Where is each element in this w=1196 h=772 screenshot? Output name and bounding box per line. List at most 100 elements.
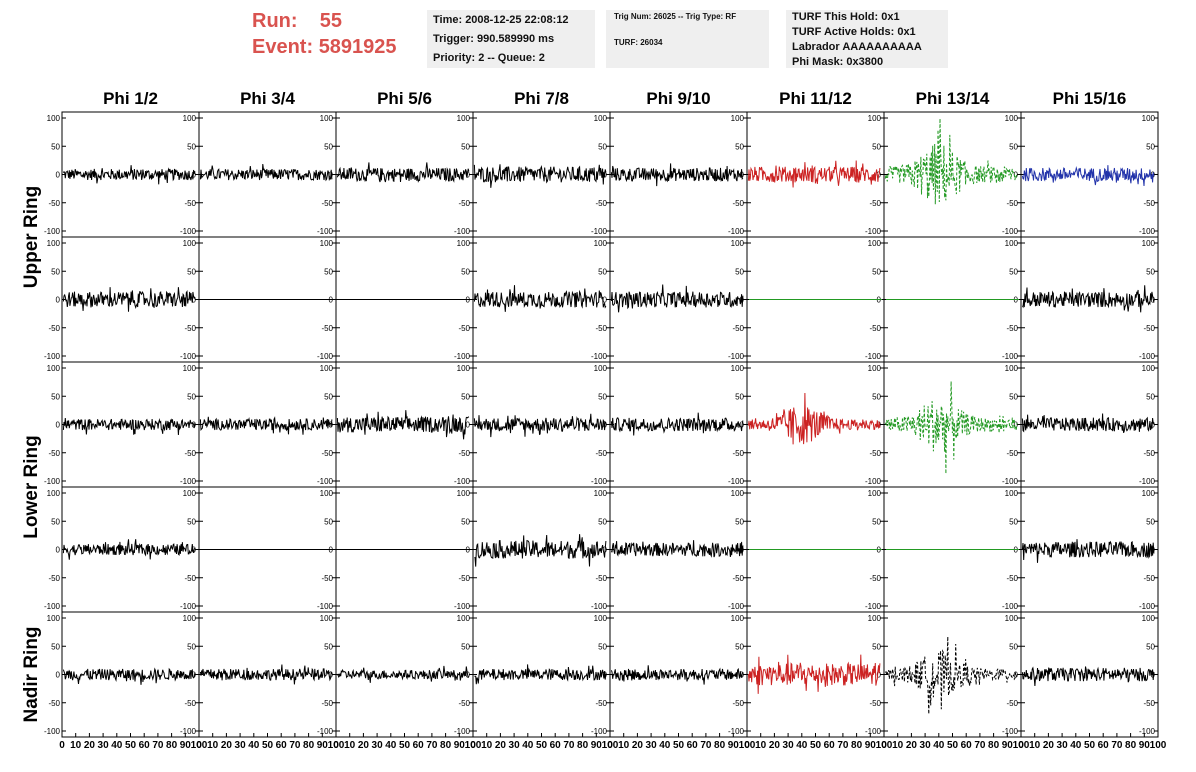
y-tick-label: 100 <box>731 489 745 498</box>
y-tick-label: 50 <box>51 517 60 526</box>
x-tick-label: 70 <box>152 740 164 751</box>
y-tick-label: 100 <box>183 614 197 623</box>
y-tick-label: 100 <box>183 114 197 123</box>
y-tick-label: 50 <box>187 642 196 651</box>
y-tick-label: 50 <box>1009 517 1018 526</box>
waveform-trace <box>610 665 744 685</box>
y-tick-label: 50 <box>461 517 470 526</box>
waveform-trace <box>62 539 196 560</box>
y-tick-label: -50 <box>1143 324 1155 333</box>
x-tick-label: 10 <box>892 740 904 751</box>
y-tick-label: 50 <box>735 642 744 651</box>
y-tick-label: -100 <box>180 227 197 236</box>
x-tick-label: 50 <box>536 740 548 751</box>
y-tick-label: -50 <box>869 449 881 458</box>
y-tick-label: 50 <box>461 267 470 276</box>
y-tick-label: 100 <box>731 364 745 373</box>
waveform-trace <box>747 654 881 694</box>
y-tick-label: -100 <box>1002 602 1019 611</box>
y-tick-label: -100 <box>728 477 745 486</box>
y-tick-label: -50 <box>869 199 881 208</box>
x-tick-label: 90 <box>865 740 877 751</box>
y-tick-label: 50 <box>1009 642 1018 651</box>
y-tick-label: 100 <box>183 364 197 373</box>
x-tick-label: 80 <box>714 740 726 751</box>
x-tick-label: 0 <box>881 740 887 751</box>
waveform-trace <box>610 412 744 436</box>
y-tick-label: -100 <box>1139 602 1156 611</box>
x-tick-label: 80 <box>988 740 1000 751</box>
y-tick-label: -100 <box>454 352 471 361</box>
x-tick-label: 50 <box>673 740 685 751</box>
column-header: Phi 1/2 <box>103 89 158 108</box>
y-tick-label: 100 <box>320 364 334 373</box>
y-tick-label: -50 <box>1143 199 1155 208</box>
x-tick-label: 0 <box>744 740 750 751</box>
time-trigger-info-box: Time: 2008-12-25 22:08:12 Trigger: 990.5… <box>427 10 595 68</box>
x-tick-label: 70 <box>1111 740 1123 751</box>
x-tick-label: 30 <box>509 740 521 751</box>
y-tick-label: -100 <box>44 227 61 236</box>
x-tick-label: 30 <box>646 740 658 751</box>
y-tick-label: -50 <box>48 199 60 208</box>
x-tick-label: 0 <box>59 740 65 751</box>
y-tick-label: 50 <box>1146 517 1155 526</box>
y-tick-label: 100 <box>731 114 745 123</box>
waveform-trace <box>610 163 744 187</box>
x-tick-label: 40 <box>522 740 534 751</box>
event-label: Event: <box>252 36 314 58</box>
waveform-trace <box>1021 165 1155 187</box>
y-tick-label: 50 <box>324 392 333 401</box>
y-tick-label: 0 <box>56 171 61 180</box>
y-tick-label: -50 <box>458 699 470 708</box>
y-tick-label: -50 <box>458 574 470 583</box>
x-tick-label: 80 <box>303 740 315 751</box>
y-tick-label: -100 <box>317 602 334 611</box>
y-tick-label: 0 <box>56 421 61 430</box>
x-tick-label: 100 <box>739 740 756 751</box>
y-tick-label: -50 <box>184 449 196 458</box>
y-tick-label: -50 <box>1006 449 1018 458</box>
y-tick-label: -50 <box>321 699 333 708</box>
y-tick-label: 100 <box>594 239 608 248</box>
y-tick-label: -50 <box>48 574 60 583</box>
y-tick-label: -50 <box>458 449 470 458</box>
x-tick-label: 20 <box>84 740 96 751</box>
y-tick-label: 100 <box>868 114 882 123</box>
y-tick-label: -100 <box>865 352 882 361</box>
y-tick-label: -50 <box>48 699 60 708</box>
y-tick-label: 50 <box>187 267 196 276</box>
x-tick-label: 70 <box>837 740 849 751</box>
x-tick-label: 0 <box>333 740 339 751</box>
x-tick-label: 90 <box>180 740 192 751</box>
y-tick-label: 50 <box>187 142 196 151</box>
trig-text: Trig Num: 26025 -- Trig Type: RF <box>614 12 737 21</box>
waveform-trace <box>62 165 196 185</box>
y-tick-label: 100 <box>868 239 882 248</box>
y-tick-label: 50 <box>324 267 333 276</box>
x-tick-label: 90 <box>1139 740 1151 751</box>
y-tick-label: -100 <box>180 727 197 736</box>
turf-active-text: TURF Active Holds: 0x1 <box>792 26 916 38</box>
x-tick-label: 80 <box>577 740 589 751</box>
y-tick-label: -100 <box>317 727 334 736</box>
y-tick-label: 100 <box>320 239 334 248</box>
y-tick-label: -50 <box>732 449 744 458</box>
x-tick-label: 20 <box>358 740 370 751</box>
y-tick-label: 100 <box>47 489 61 498</box>
y-tick-label: -100 <box>1139 352 1156 361</box>
y-tick-label: 100 <box>457 614 471 623</box>
y-tick-label: -100 <box>865 602 882 611</box>
x-tick-label: 80 <box>1125 740 1137 751</box>
waveform-trace <box>610 540 744 558</box>
y-tick-label: 100 <box>1142 114 1156 123</box>
x-tick-label: 70 <box>563 740 575 751</box>
waveform-trace <box>474 664 607 685</box>
x-tick-label: 90 <box>1002 740 1014 751</box>
y-tick-label: -100 <box>728 352 745 361</box>
y-tick-label: -50 <box>595 324 607 333</box>
y-tick-label: 50 <box>51 142 60 151</box>
y-tick-label: 50 <box>598 142 607 151</box>
y-tick-label: 100 <box>457 114 471 123</box>
